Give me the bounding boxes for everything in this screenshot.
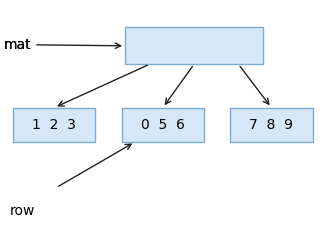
Text: 1  2  3: 1 2 3 [32, 118, 76, 132]
Text: row: row [10, 204, 35, 218]
Text: 7  8  9: 7 8 9 [249, 118, 293, 132]
FancyBboxPatch shape [13, 108, 95, 142]
Text: mat: mat [4, 38, 121, 52]
FancyBboxPatch shape [122, 108, 204, 142]
Text: mat: mat [3, 38, 31, 52]
FancyBboxPatch shape [230, 108, 313, 142]
FancyBboxPatch shape [125, 27, 263, 64]
Text: 0  5  6: 0 5 6 [141, 118, 185, 132]
